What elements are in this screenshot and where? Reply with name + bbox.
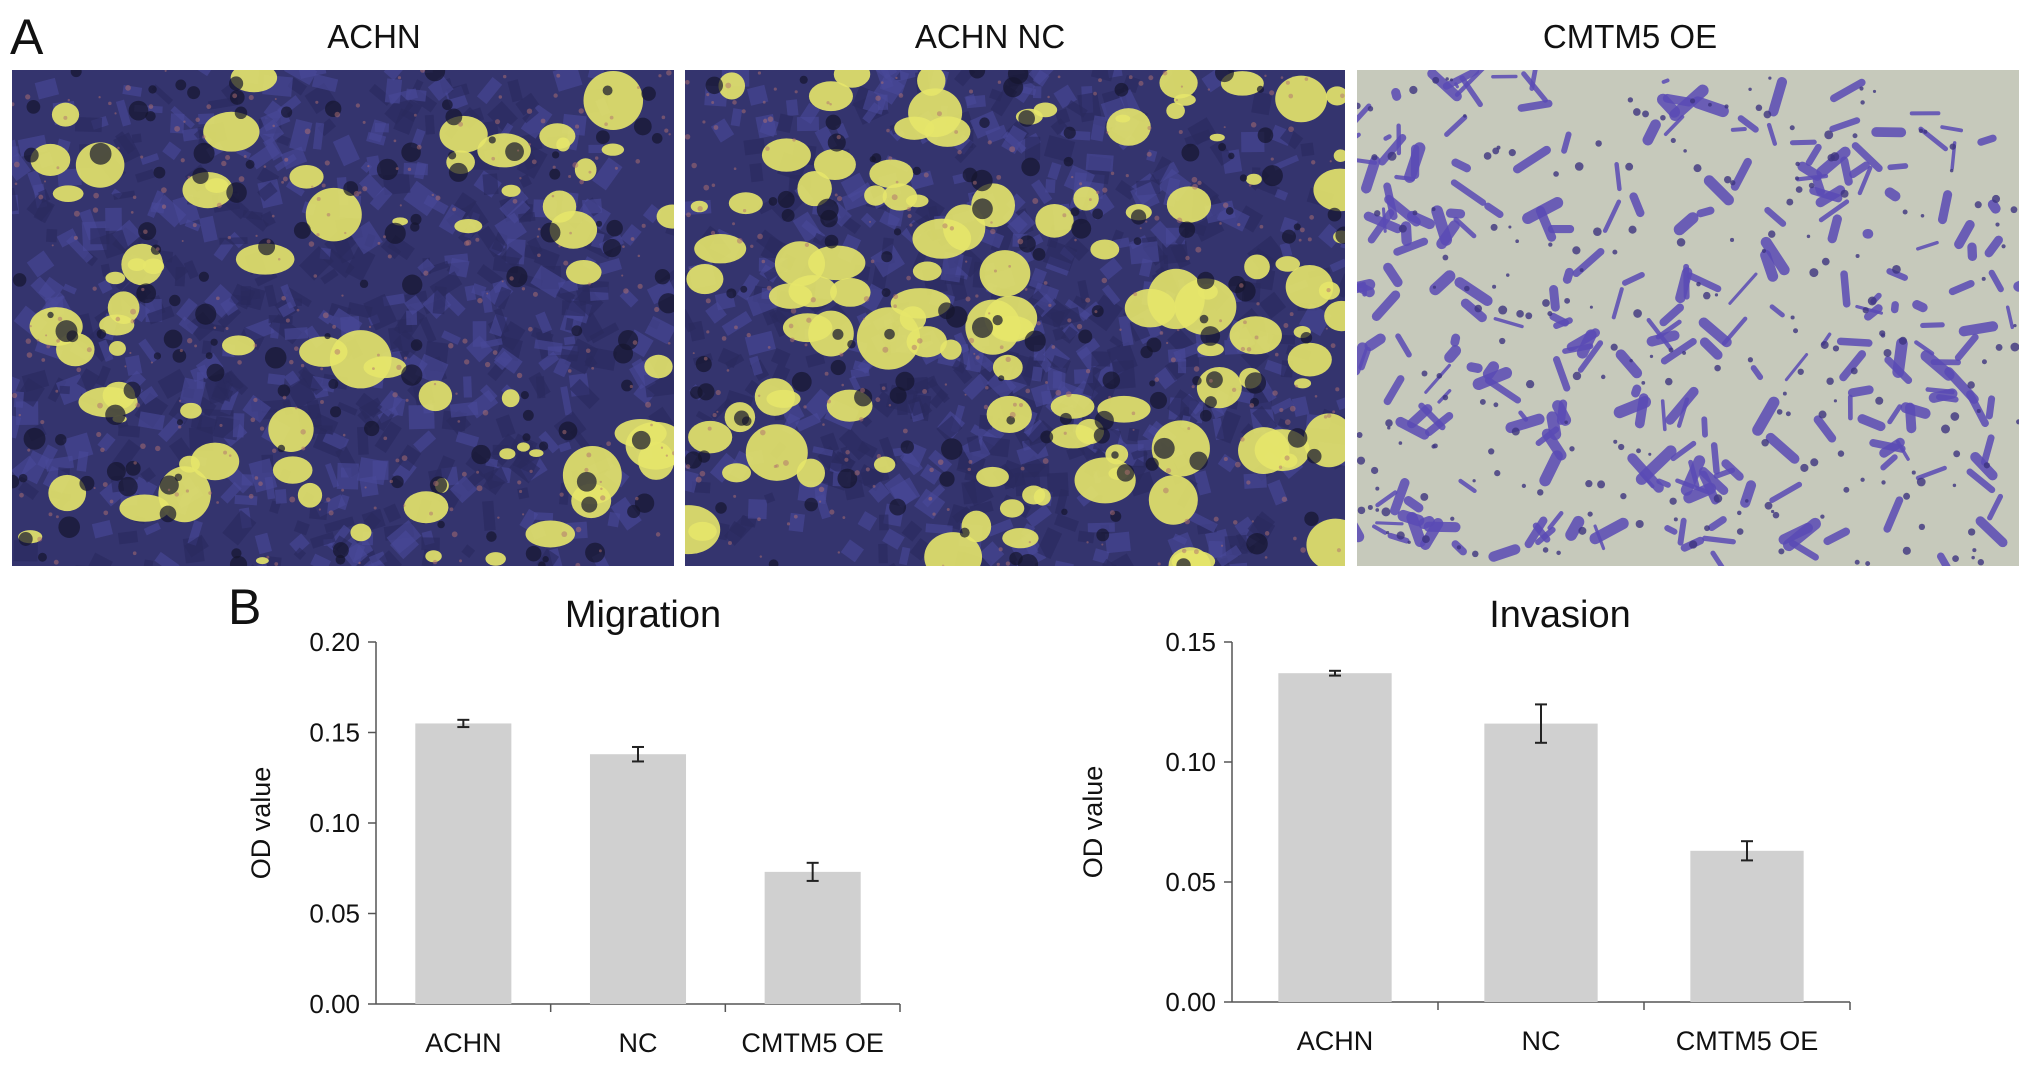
y-tick-label: 0.20 [309,627,360,657]
bar-nc [589,754,687,1004]
y-tick-label: 0.05 [309,899,360,929]
chart-title-migration: Migration [564,594,722,636]
image-title-achn-nc: ACHN NC [914,18,1066,55]
invasion-bar-chart: 0.00 0.05 0.10 0.15 OD value ACHN NC CMTM5 OE [1078,627,1851,1056]
micrograph-cmtm5-oe [1357,70,2019,566]
x-tick-label: ACHN [1297,1026,1374,1056]
y-tick-label: 0.10 [1165,747,1216,777]
panel-a-label: A [10,9,44,65]
y-tick-label: 0.10 [309,808,360,838]
y-axis-label: OD value [1078,766,1108,879]
y-tick-label: 0.15 [1165,627,1216,657]
error-bar [806,861,819,882]
image-title-cmtm5-oe: CMTM5 OE [1542,18,1718,55]
x-tick-label: NC [1522,1026,1561,1056]
bar-achn [415,723,512,1004]
y-tick-label: 0.00 [309,989,360,1019]
x-tick-label: NC [619,1028,658,1058]
x-tick-label: CMTM5 OE [1676,1026,1819,1056]
bar-cmtm5-oe [764,871,861,1004]
y-tick-label: 0.00 [1165,987,1216,1017]
panel-b-label: B [228,579,262,635]
y-axis-label: OD value [246,767,276,880]
x-tick-label: ACHN [425,1028,502,1058]
error-bar [1329,669,1341,677]
bar-achn [1278,673,1392,1002]
x-tick-label: CMTM5 OE [741,1028,884,1058]
image-title-achn: ACHN [327,18,421,55]
y-tick-label: 0.05 [1165,867,1216,897]
micrograph-achn [12,70,674,566]
bar-nc [1484,723,1598,1002]
chart-title-invasion: Invasion [1489,594,1631,636]
bar-cmtm5-oe [1690,850,1804,1002]
error-bar [1741,840,1753,862]
micrograph-achn-nc [685,70,1345,566]
error-bar [457,718,470,729]
y-tick-label: 0.15 [309,718,360,748]
migration-bar-chart: 0.00 0.05 0.10 0.15 0.20 OD value ACHN NC CMTM5 … [246,627,901,1058]
error-bar [1535,703,1547,744]
error-bar [632,745,644,763]
